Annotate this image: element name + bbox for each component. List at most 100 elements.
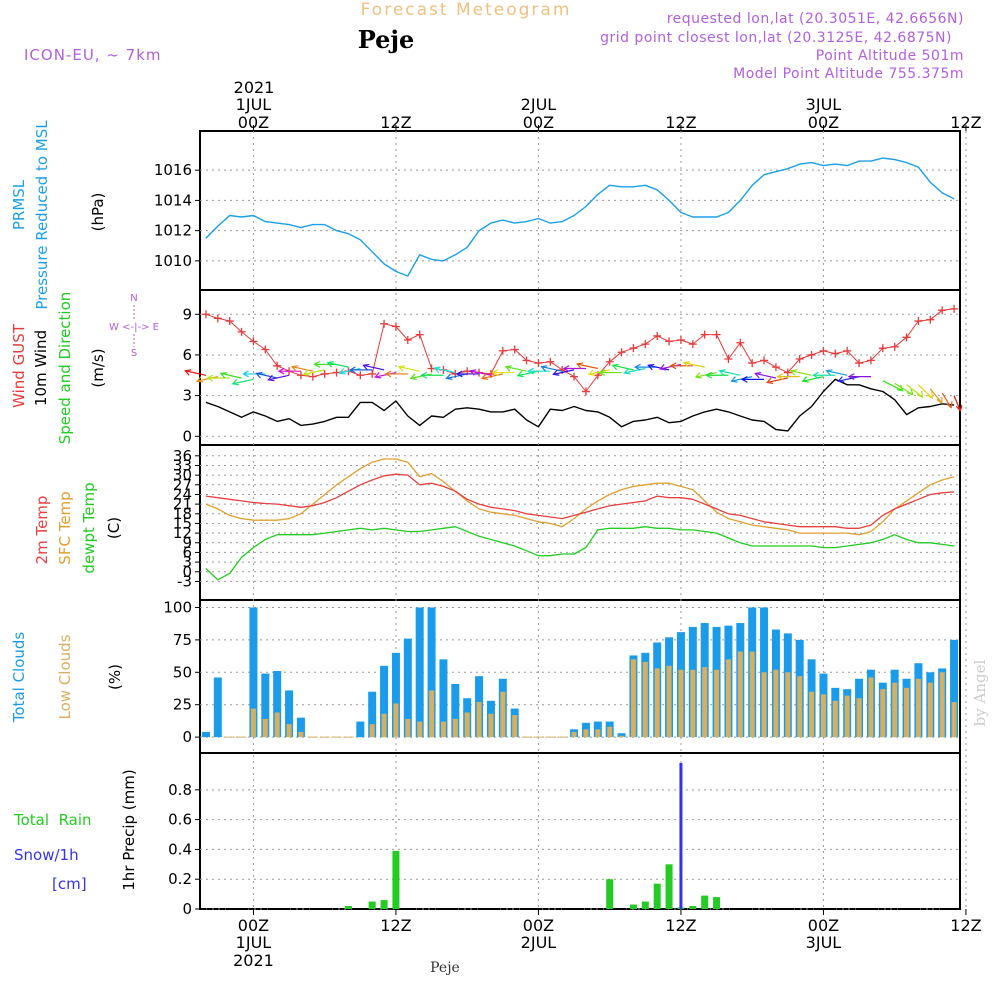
wind-arrow-head [936, 396, 943, 404]
wind-direction-arrow [517, 370, 539, 377]
rain-bar [629, 904, 637, 909]
wind-arrow-head [374, 372, 382, 379]
wind-direction-arrow [541, 366, 563, 372]
top-date-label: 1JUL [236, 95, 272, 114]
wind-direction-arrow [882, 380, 903, 392]
wind-arrow-head [313, 361, 321, 368]
low-clouds-bar [642, 661, 648, 738]
low-clouds-bar [393, 703, 399, 738]
precip-ytick-label: 0 [182, 900, 192, 918]
gust-marker [795, 355, 804, 364]
wind-arrow-head [362, 363, 370, 371]
low-clouds-bar [856, 698, 862, 738]
wind-direction-arrow [719, 370, 741, 376]
temperature-ytick-label: 0 [182, 563, 192, 581]
low-clouds-bar [690, 669, 696, 738]
wind-direction-arrow [906, 384, 923, 398]
temperature-ytick-label: 3 [182, 553, 192, 571]
wind-direction-arrow [410, 373, 432, 380]
gust-marker [617, 348, 626, 357]
rain-bar [606, 879, 614, 909]
clouds-ytick-label: 25 [173, 696, 192, 714]
top-hour-label: 00Z [523, 113, 554, 132]
wind-arrow-head [718, 369, 726, 376]
gust-line [205, 308, 955, 392]
gust-marker [748, 359, 757, 368]
wind-arrow-head [255, 371, 263, 379]
bottom-year-label: 2021 [233, 951, 274, 970]
temperature-ytick-label: 18 [173, 505, 192, 523]
gust-marker [368, 369, 377, 378]
wind-arrow-head [916, 391, 924, 399]
low-clouds-bar [939, 672, 945, 738]
precip-snow-unit: [cm] [52, 875, 87, 893]
rain-bar [653, 883, 661, 909]
low-clouds-bar [820, 694, 826, 738]
wind-arrow-head [219, 371, 227, 379]
clouds-low-label: Low Clouds [56, 634, 74, 719]
compass-north: N [130, 293, 137, 304]
wind-arrow-head [420, 371, 427, 379]
top-hour-label: 12Z [665, 113, 696, 132]
top-date-label: 2JUL [521, 95, 557, 114]
clouds-panel [201, 607, 959, 738]
requested-coords: requested lon,lat (20.3051E, 42.6656N) [667, 11, 964, 27]
gust-marker [249, 337, 258, 346]
low-clouds-bar [761, 672, 767, 738]
t2m-line [205, 473, 955, 529]
gust-marker [320, 369, 329, 378]
low-clouds-bar [274, 712, 280, 738]
gust-marker [380, 319, 389, 328]
gust-marker [950, 304, 959, 313]
gust-marker [902, 333, 911, 342]
low-clouds-bar [298, 731, 304, 738]
wind-arrow-head [516, 370, 524, 378]
gust-marker [653, 331, 662, 340]
gust-marker [403, 336, 412, 345]
wind-arrow-head [647, 363, 655, 371]
temp-unit: (C) [105, 517, 123, 539]
wind-arrow-head [575, 362, 584, 369]
wind-direction-arrow [185, 370, 207, 376]
bottom-hour-label: 12Z [950, 916, 981, 935]
low-clouds-bar [262, 718, 268, 738]
wind-direction-arrow [929, 388, 943, 404]
wind-direction-arrow [802, 376, 824, 382]
point-altitude: Point Altitude 501m [816, 48, 964, 64]
wind-arrow-head [776, 373, 784, 381]
top-hour-label: 12Z [950, 113, 981, 132]
wind-arrow-head [669, 362, 677, 370]
low-clouds-bar [369, 724, 375, 738]
precip-ytick-label: 0.4 [168, 840, 192, 858]
wind-direction-arrow [470, 370, 492, 376]
compass-south: S [131, 348, 137, 359]
gust-marker [237, 327, 246, 336]
low-clouds-bar [417, 721, 423, 738]
top-year-label: 2021 [234, 78, 275, 97]
rain-bar [689, 906, 697, 909]
wind-arrow-head [740, 375, 748, 383]
wind-arrow-head [267, 374, 275, 382]
wind-direction-arrow [292, 366, 313, 372]
wind-direction-arrow [505, 366, 527, 372]
rain-bar [380, 900, 388, 909]
precip-ytick-label: 0.8 [168, 781, 192, 799]
clouds-ytick-label: 75 [173, 631, 192, 649]
wind-arrow-head [611, 363, 619, 371]
temperature-ytick-label: 33 [173, 456, 192, 474]
total-clouds-bar [617, 733, 626, 738]
gust-marker [522, 356, 531, 365]
wind-direction-arrow [197, 376, 218, 382]
wind-direction-arrow [838, 376, 860, 382]
temperature-ytick-label: 36 [173, 447, 192, 465]
precip-panel [200, 763, 960, 910]
wind-arrow-head [491, 369, 499, 376]
wind-arrow-head [587, 369, 596, 376]
wind-arrow-head [433, 366, 441, 373]
wind-arrow-head [754, 371, 762, 379]
wind-panel [184, 304, 963, 432]
gust-marker [332, 368, 341, 377]
gust-marker [415, 330, 424, 339]
pressure-ytick-label: 1010 [154, 252, 192, 270]
wind-arrow-head [540, 365, 548, 372]
